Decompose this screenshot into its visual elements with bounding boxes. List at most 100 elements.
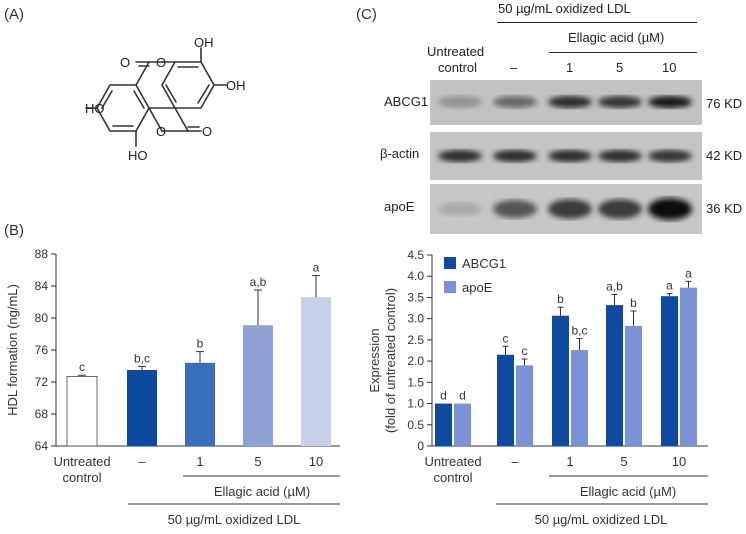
y-axis-title: HDL formation (ng/mL): [5, 284, 20, 416]
wb-band-size-0: 76 KD: [706, 96, 743, 111]
y-tick-label-8: 4.0: [407, 269, 424, 283]
sig-label-ABCG1-3: a,b: [606, 279, 623, 293]
wb-lane-label-3: 10: [662, 60, 677, 75]
wb-band-size-1: 42 KD: [706, 148, 743, 163]
legend-swatch-apoE: [444, 281, 456, 293]
atom-ho-bottom: HO: [128, 148, 148, 163]
y-tick-label-5: 84: [35, 279, 49, 293]
legend-label-ABCG1: ABCG1: [462, 256, 506, 271]
y-tick-label-0: 64: [35, 439, 49, 453]
x-tick-label-3: 5: [620, 454, 627, 469]
bar-2: [185, 362, 215, 446]
y-tick-label-3: 76: [35, 343, 49, 357]
sig-label-apoE-4: a: [685, 266, 692, 280]
ellagic-group-label: Ellagic acid (µM): [214, 484, 310, 499]
atom-o-ring-bottom: O: [156, 124, 166, 139]
legend-label-apoE: apoE: [462, 280, 493, 295]
wb-band-size-2: 36 KD: [706, 201, 743, 216]
wb-untreated-line1: Untreated: [427, 44, 485, 59]
ellagic-acid-structure: OH OH HO HO O O O O: [85, 35, 246, 163]
wb-treatment-label: 50 µg/mL oxidized LDL: [498, 1, 631, 16]
atom-oh-right: OH: [226, 78, 246, 93]
x-tick-label-3: 5: [254, 454, 261, 469]
y-axis-title-1: Expression: [367, 328, 382, 392]
legend-swatch-ABCG1: [444, 257, 456, 269]
sig-label-apoE-1: c: [522, 344, 528, 358]
sig-label-apoE-2: b,c: [571, 324, 587, 338]
sig-label-1: b,c: [134, 351, 150, 365]
y-axis-title-2: (fold of untreated control): [383, 288, 398, 433]
x-label-untreated-2: control: [62, 470, 101, 485]
x-tick-label-2: 1: [566, 454, 573, 469]
y-tick-label-2: 1.0: [407, 397, 424, 411]
y-tick-label-5: 2.5: [407, 333, 424, 347]
treatment-group-label: 50 µg/mL oxidized LDL: [535, 512, 668, 527]
band-ABCG1-lane-1: [493, 96, 537, 108]
x-label-untreated-2: control: [433, 470, 472, 485]
bar-apoE-1: [516, 365, 533, 446]
wb-band-name-1: β-actin: [380, 146, 420, 161]
atom-oh-top: OH: [194, 35, 214, 50]
band-β-actin-lane-3: [598, 150, 642, 162]
y-tick-label-0: 0: [417, 439, 424, 453]
x-tick-label-1: –: [138, 454, 146, 469]
bar-4: [301, 297, 331, 446]
y-tick-label-9: 4.5: [407, 248, 424, 262]
band-apoE-lane-1: [493, 200, 537, 218]
atom-o-carbonyl-bottom: O: [202, 124, 212, 139]
bar-ABCG1-0: [435, 403, 452, 446]
bar-3: [243, 325, 273, 446]
y-tick-label-6: 88: [35, 247, 49, 261]
y-tick-label-4: 80: [35, 311, 49, 325]
wb-treatment-line: [497, 22, 697, 23]
wb-lane-label-0: –: [510, 60, 518, 75]
y-tick-label-1: 0.5: [407, 418, 424, 432]
x-tick-label-1: –: [511, 454, 519, 469]
ellagic-group-label: Ellagic acid (µM): [580, 484, 676, 499]
sig-label-0: c: [79, 360, 85, 374]
wb-lane-label-2: 5: [616, 60, 624, 75]
sig-label-ABCG1-2: b: [557, 292, 564, 306]
band-ABCG1-lane-0: [438, 96, 482, 108]
band-ABCG1-lane-2: [548, 96, 592, 108]
band-apoE-lane-2: [548, 199, 592, 219]
x-tick-label-4: 10: [672, 454, 686, 469]
y-tick-label-7: 3.5: [407, 290, 424, 304]
panel-label-a: (A): [4, 6, 24, 23]
wb-ellagic-line: [549, 52, 697, 53]
treatment-group-label: 50 µg/mL oxidized LDL: [168, 512, 301, 527]
band-β-actin-lane-2: [548, 150, 592, 162]
bar-ABCG1-4: [661, 296, 678, 446]
bar-apoE-3: [625, 325, 642, 446]
bar-apoE-4: [680, 287, 697, 446]
atom-ho-left: HO: [85, 101, 105, 116]
x-label-untreated-1: Untreated: [53, 454, 110, 469]
wb-band-name-0: ABCG1: [384, 94, 429, 109]
x-label-untreated-1: Untreated: [424, 454, 481, 469]
band-β-actin-lane-1: [493, 150, 537, 162]
atom-o-ring-top: O: [156, 55, 166, 70]
band-ABCG1-lane-4: [648, 96, 692, 108]
band-β-actin-lane-0: [438, 150, 482, 162]
atom-o-carbonyl-top: O: [120, 55, 130, 70]
wb-lane-label-1: 1: [566, 60, 574, 75]
y-tick-label-3: 1.5: [407, 375, 424, 389]
y-tick-label-1: 68: [35, 407, 49, 421]
sig-label-apoE-3: b: [630, 296, 637, 310]
chart-hdl-formation: 64 68 72 76 80 84 88 HDL formation (ng/mL) c b,c b…: [5, 247, 340, 527]
bar-ABCG1-3: [606, 305, 623, 446]
x-tick-label-4: 10: [309, 454, 323, 469]
panel-label-c: (C): [356, 6, 377, 23]
panel-label-b: (B): [4, 222, 24, 239]
bar-0: [66, 375, 98, 447]
western-blot-image: [430, 80, 702, 234]
bar-apoE-0: [454, 403, 471, 446]
sig-label-2: b: [197, 337, 204, 351]
bar-1: [127, 370, 157, 446]
y-tick-label-4: 2.0: [407, 354, 424, 368]
wb-band-name-2: apoE: [384, 199, 415, 214]
band-apoE-lane-0: [438, 202, 482, 216]
sig-label-4: a: [313, 261, 320, 275]
band-apoE-lane-4: [648, 198, 692, 220]
sig-label-ABCG1-4: a: [666, 279, 673, 293]
